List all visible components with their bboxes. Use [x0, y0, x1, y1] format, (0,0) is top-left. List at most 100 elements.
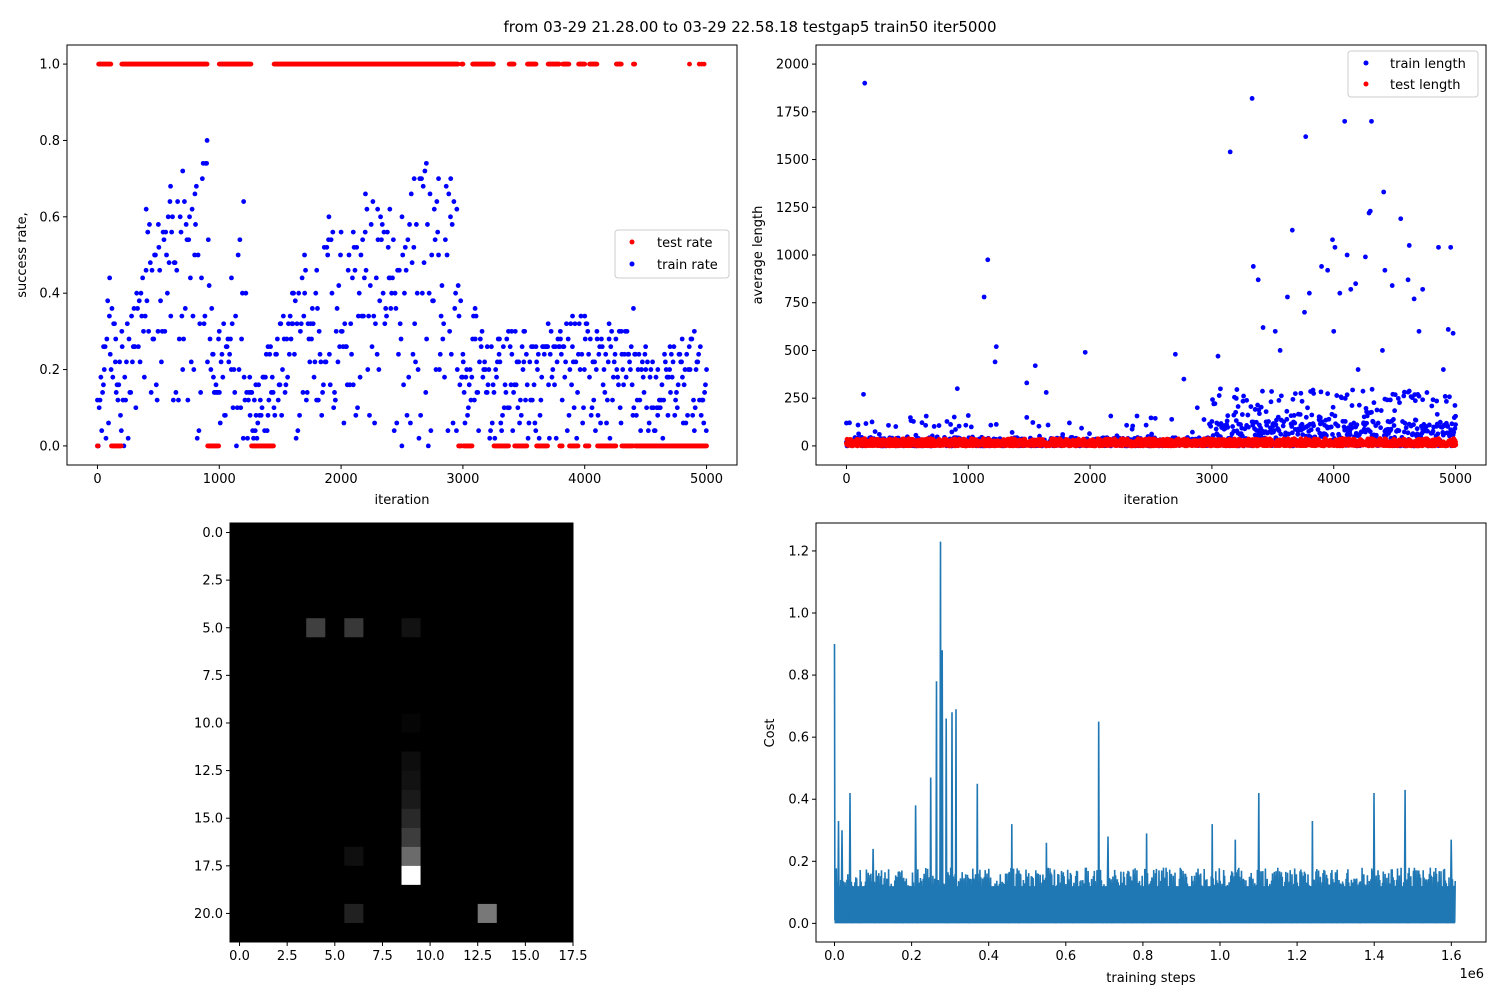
train-rate-point [229, 275, 234, 281]
train-length-point [1260, 325, 1266, 330]
train-rate-point [575, 390, 580, 395]
train-rate-point [380, 290, 386, 296]
train-length-point [1299, 398, 1305, 404]
train-rate-point [686, 344, 692, 350]
success-rate-y-ticks: 0.00.20.40.60.81.0 [39, 58, 67, 454]
train-rate-point [309, 306, 315, 311]
train-length-point [1449, 421, 1455, 427]
train-rate-point [252, 428, 258, 434]
train-rate-point [691, 328, 697, 334]
train-rate-point [615, 374, 621, 380]
train-rate-point [516, 359, 522, 365]
train-rate-point [135, 306, 140, 311]
train-rate-point [441, 321, 447, 327]
train-rate-point [153, 252, 158, 258]
train-length-point [1342, 427, 1348, 433]
train-rate-point [496, 351, 502, 357]
train-length-point [988, 422, 994, 428]
train-length-point [1246, 424, 1251, 430]
train-rate-point [629, 382, 635, 388]
train-rate-point [367, 283, 373, 288]
train-length-point [1364, 413, 1370, 419]
train-length-point [1367, 429, 1373, 435]
train-rate-point [599, 344, 605, 350]
train-rate-point [106, 420, 111, 426]
train-length-point [1319, 264, 1324, 269]
train-rate-point [103, 435, 109, 441]
test-rate-point [556, 61, 562, 67]
train-rate-point [454, 367, 460, 372]
train-rate-point [621, 382, 626, 388]
success-rate-y-tick-label: 0.6 [39, 210, 60, 225]
train-rate-point [561, 344, 567, 350]
train-length-point [1325, 391, 1331, 397]
train-rate-point [662, 351, 667, 357]
train-rate-point [115, 397, 121, 403]
train-rate-point [457, 382, 463, 388]
train-rate-point [136, 298, 142, 304]
train-rate-point [645, 428, 651, 434]
train-rate-point [101, 382, 106, 388]
train-rate-point [655, 367, 661, 372]
train-rate-point [350, 382, 356, 388]
train-rate-point [190, 313, 196, 319]
train-length-point [1440, 367, 1446, 372]
train-rate-point [695, 359, 701, 365]
train-rate-point [533, 344, 539, 350]
train-rate-point [412, 321, 418, 327]
train-rate-point [674, 390, 679, 395]
train-rate-point [194, 435, 200, 441]
train-rate-point [502, 382, 508, 388]
success-rate-x-tick-label: 5000 [690, 472, 723, 487]
train-rate-point [668, 351, 674, 357]
train-rate-point [545, 321, 551, 327]
train-rate-point [571, 405, 577, 411]
train-rate-point [95, 397, 100, 403]
train-rate-point [258, 412, 264, 418]
test-rate-point [216, 443, 222, 449]
train-rate-point [125, 435, 131, 441]
train-rate-point [492, 435, 498, 441]
train-length-point [1354, 422, 1360, 428]
train-rate-point [509, 328, 515, 334]
train-rate-point [298, 321, 304, 327]
train-rate-point [100, 390, 105, 395]
train-rate-point [286, 351, 292, 357]
train-rate-point [427, 191, 433, 197]
train-rate-point [199, 275, 204, 281]
train-rate-point [521, 328, 527, 334]
train-rate-point [489, 344, 494, 350]
train-length-point [919, 420, 925, 426]
train-rate-point [157, 267, 163, 273]
train-length-point [1448, 244, 1454, 250]
train-rate-point [164, 252, 169, 258]
train-rate-point [354, 244, 360, 250]
train-rate-point [314, 267, 320, 273]
train-rate-point [388, 306, 394, 311]
train-rate-point [460, 359, 466, 365]
train-rate-point [139, 313, 145, 319]
train-rate-point [674, 405, 680, 411]
average-length-points [844, 80, 1459, 449]
train-length-point [1260, 388, 1265, 394]
train-rate-point [599, 336, 604, 342]
train-length-point [1360, 388, 1366, 394]
train-rate-point [463, 374, 469, 380]
train-rate-point [164, 290, 170, 296]
train-rate-point [604, 397, 610, 403]
train-rate-point [147, 222, 152, 227]
train-rate-point [109, 306, 115, 311]
train-length-point [1363, 254, 1368, 260]
train-rate-point [482, 359, 487, 365]
train-rate-point [288, 336, 294, 342]
train-rate-point [587, 374, 592, 380]
train-rate-point [570, 313, 575, 319]
train-rate-point [407, 222, 412, 227]
train-rate-point [247, 374, 253, 380]
train-rate-point [698, 412, 704, 418]
train-rate-point [685, 412, 690, 418]
train-rate-point [595, 412, 601, 418]
train-length-point [1240, 398, 1246, 404]
train-length-point [1250, 264, 1256, 269]
train-length-point [1356, 402, 1362, 408]
